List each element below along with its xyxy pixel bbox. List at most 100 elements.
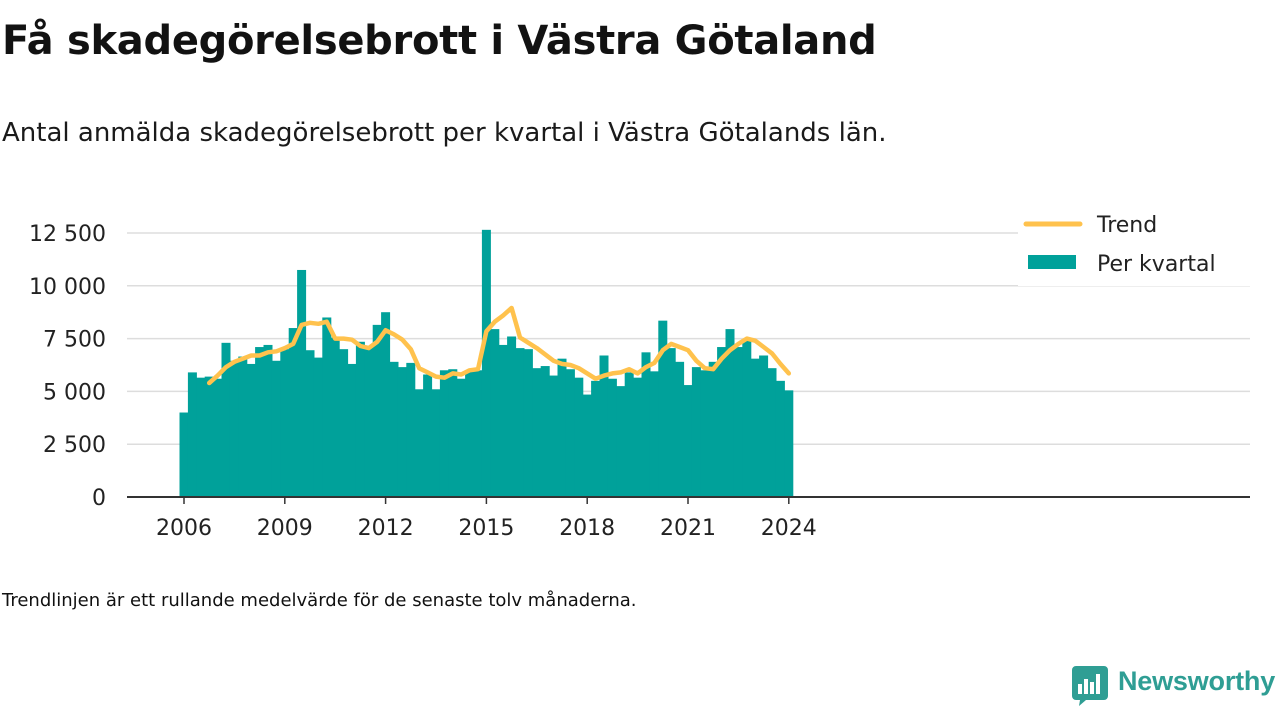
bar bbox=[515, 348, 525, 497]
bar bbox=[725, 329, 735, 497]
bar bbox=[297, 269, 307, 497]
bar bbox=[355, 341, 365, 497]
bar bbox=[372, 324, 382, 497]
bar bbox=[465, 370, 475, 497]
bar bbox=[523, 349, 533, 497]
bar bbox=[633, 377, 643, 497]
bar bbox=[507, 336, 517, 497]
bar bbox=[431, 389, 441, 497]
x-tick-label: 2012 bbox=[358, 516, 414, 541]
bar bbox=[473, 370, 483, 497]
chart-title: Få skadegörelsebrott i Västra Götaland bbox=[2, 18, 877, 64]
bar bbox=[305, 350, 315, 497]
bar bbox=[708, 361, 718, 497]
bar bbox=[439, 370, 449, 497]
bar bbox=[187, 372, 197, 497]
bar bbox=[717, 347, 727, 497]
y-tick-label: 10 000 bbox=[29, 275, 106, 300]
y-tick-label: 12 500 bbox=[29, 222, 106, 247]
bar bbox=[532, 368, 542, 497]
bar-series bbox=[179, 229, 794, 497]
bar bbox=[658, 320, 668, 497]
newsworthy-logo[interactable]: Newsworthy bbox=[1072, 664, 1278, 706]
trend-line bbox=[206, 305, 792, 386]
bar bbox=[339, 349, 349, 497]
bar bbox=[221, 342, 231, 497]
y-tick-label: 5 000 bbox=[43, 380, 106, 405]
chart: 0 2 500 5 000 7 500 10 000 12 500 2006 2009 201… bbox=[29, 210, 1250, 541]
x-tick-label: 2009 bbox=[257, 516, 313, 541]
bar bbox=[263, 344, 273, 497]
legend-trend-label: Trend bbox=[1096, 213, 1157, 238]
bar bbox=[683, 385, 693, 497]
y-tick-label: 7 500 bbox=[43, 328, 106, 353]
bar bbox=[179, 412, 189, 497]
bar bbox=[784, 390, 794, 497]
x-tick-label: 2006 bbox=[156, 516, 212, 541]
bar bbox=[565, 369, 575, 497]
bar bbox=[775, 380, 785, 497]
bar bbox=[423, 374, 433, 497]
newsworthy-logo-icon bbox=[1072, 666, 1108, 706]
bar bbox=[347, 363, 357, 497]
bar bbox=[313, 357, 323, 497]
bar bbox=[255, 347, 265, 497]
bar bbox=[246, 363, 256, 497]
bar bbox=[397, 367, 407, 497]
bar bbox=[330, 337, 340, 497]
bar bbox=[557, 358, 567, 497]
bar bbox=[280, 349, 290, 497]
x-tick-label: 2024 bbox=[761, 516, 817, 541]
bar bbox=[591, 380, 601, 497]
bar bbox=[599, 355, 609, 497]
y-axis-ticks: 0 2 500 5 000 7 500 10 000 12 500 bbox=[29, 222, 106, 511]
x-axis-ticks: 2006 2009 2012 2015 2018 2021 2024 bbox=[156, 497, 817, 541]
y-tick-label: 0 bbox=[92, 486, 106, 511]
y-tick-label: 2 500 bbox=[43, 433, 106, 458]
bar bbox=[691, 367, 701, 497]
bar bbox=[624, 372, 634, 497]
bar bbox=[666, 348, 676, 497]
bar bbox=[750, 358, 760, 497]
bar bbox=[498, 344, 508, 497]
chart-subtitle: Antal anmälda skadegörelsebrott per kvar… bbox=[2, 118, 887, 148]
bar bbox=[406, 362, 416, 497]
x-tick-label: 2021 bbox=[660, 516, 716, 541]
bar bbox=[742, 340, 752, 497]
bar bbox=[196, 377, 206, 497]
trend-series bbox=[206, 305, 792, 386]
bar bbox=[549, 375, 559, 497]
bar bbox=[229, 360, 239, 497]
bar bbox=[204, 376, 214, 497]
bar bbox=[481, 229, 491, 497]
brand-name: Newsworthy bbox=[1118, 666, 1276, 696]
x-tick-label: 2018 bbox=[559, 516, 615, 541]
bar bbox=[574, 377, 584, 497]
bar bbox=[238, 356, 248, 497]
bar bbox=[414, 389, 424, 497]
bar bbox=[364, 345, 374, 497]
bar bbox=[213, 378, 223, 497]
bar bbox=[700, 370, 710, 497]
x-tick-label: 2015 bbox=[458, 516, 514, 541]
bar bbox=[675, 361, 685, 497]
bar bbox=[641, 352, 651, 497]
bar bbox=[607, 378, 617, 497]
bar bbox=[540, 366, 550, 497]
bar bbox=[759, 355, 769, 497]
bar bbox=[389, 361, 399, 497]
legend-bar-swatch bbox=[1028, 255, 1076, 269]
footnote: Trendlinjen är ett rullande medelvärde f… bbox=[2, 590, 637, 611]
legend: Trend Per kvartal bbox=[1018, 210, 1250, 286]
bar bbox=[448, 369, 458, 497]
bar bbox=[381, 312, 391, 497]
bar bbox=[649, 371, 659, 497]
bar bbox=[733, 347, 743, 497]
bar bbox=[288, 328, 298, 497]
bar bbox=[322, 317, 332, 497]
bar bbox=[271, 360, 281, 497]
bar bbox=[582, 394, 592, 497]
legend-bar-label: Per kvartal bbox=[1097, 252, 1216, 277]
bar bbox=[616, 386, 626, 497]
bar bbox=[767, 368, 777, 497]
